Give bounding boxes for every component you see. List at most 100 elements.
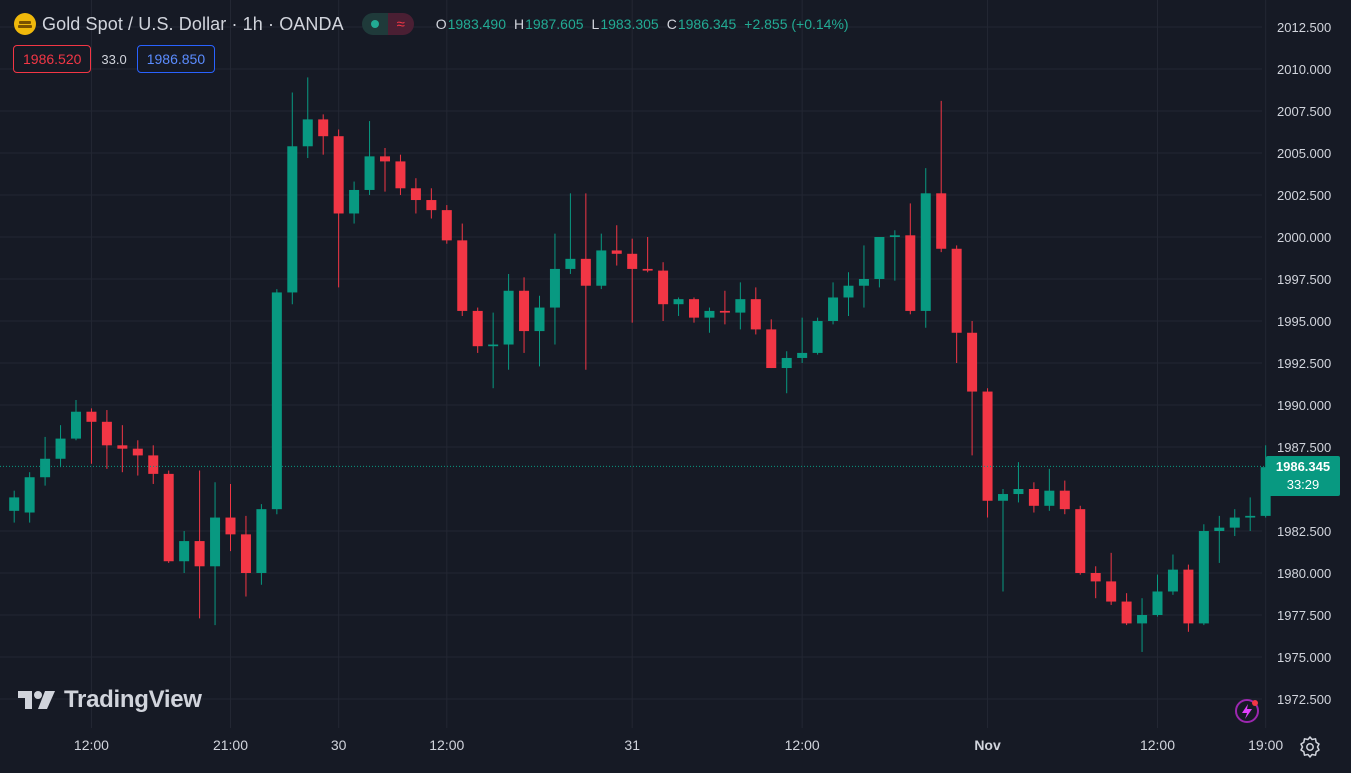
symbol-title[interactable]: Gold Spot / U.S. Dollar · 1h · OANDA <box>42 13 344 34</box>
candle <box>812 317 823 355</box>
candle <box>936 100 947 253</box>
candle <box>1229 509 1240 537</box>
candle <box>689 297 699 323</box>
candle <box>1044 468 1055 511</box>
candle-body <box>519 290 530 332</box>
candle-body <box>24 477 35 513</box>
candle-body <box>410 188 421 201</box>
y-tick-label: 1980.000 <box>1277 566 1331 581</box>
grid <box>0 0 1267 728</box>
candle-body <box>905 235 916 311</box>
candle <box>1167 554 1178 595</box>
candle <box>410 178 421 214</box>
candle <box>194 470 205 619</box>
candle-body <box>1245 515 1256 518</box>
x-tick-label: 12:00 <box>429 737 464 753</box>
candle <box>658 262 669 321</box>
candle-body <box>828 297 839 321</box>
open-value: 1983.490 <box>447 16 506 32</box>
candle-body <box>812 321 823 353</box>
candle-body <box>781 357 792 369</box>
candle-body <box>689 299 699 318</box>
candle <box>1106 552 1117 605</box>
candle <box>1137 598 1148 652</box>
candle <box>488 312 499 389</box>
candle-body <box>1214 527 1225 531</box>
time-axis[interactable]: 12:00 21:00 30 12:00 31 12:00 Nov 12:00 19:00 <box>74 737 1283 753</box>
candle-body <box>611 250 622 254</box>
y-tick-label: 2010.000 <box>1277 62 1331 77</box>
candle <box>287 92 298 305</box>
candle-body <box>1167 569 1178 592</box>
sell-button[interactable]: 1986.520 <box>13 45 92 73</box>
candle-body <box>395 161 406 189</box>
candle <box>998 489 1008 592</box>
candle <box>565 193 576 274</box>
candle <box>580 193 591 370</box>
buy-button[interactable]: 1986.850 <box>136 45 216 73</box>
candle <box>132 440 143 476</box>
candle <box>364 121 375 195</box>
candle <box>1245 497 1256 531</box>
candle-body <box>364 156 375 190</box>
candle <box>642 237 653 273</box>
candle-body <box>1183 569 1194 624</box>
x-tick-label: 12:00 <box>1140 737 1175 753</box>
candle-body <box>503 290 514 345</box>
gear-icon[interactable] <box>1298 734 1322 758</box>
candle <box>627 238 638 323</box>
candle-body <box>1229 517 1240 528</box>
lightning-icon[interactable] <box>1232 696 1262 726</box>
x-tick-label: 31 <box>624 737 640 753</box>
candle-body <box>240 534 251 573</box>
candle-body <box>225 517 236 535</box>
candle-body <box>117 445 128 449</box>
close-key: C <box>666 16 677 32</box>
tradingview-brand[interactable]: TradingView <box>18 686 202 714</box>
y-tick-label: 1992.500 <box>1277 356 1331 371</box>
candle <box>982 388 993 518</box>
price-axis[interactable]: 2012.500 2010.000 2007.500 2005.000 2002.500… <box>1277 20 1331 707</box>
candle <box>519 277 530 353</box>
symbol-legend: Gold Spot / U.S. Dollar · 1h · OANDA ≈ O… <box>14 10 849 38</box>
candle <box>1152 574 1163 617</box>
candle-body <box>998 494 1008 501</box>
x-tick-label: 12:00 <box>74 737 109 753</box>
candle-body <box>1059 490 1070 510</box>
y-tick-label: 1995.000 <box>1277 314 1331 329</box>
candle <box>797 317 808 363</box>
candle <box>117 425 128 473</box>
candle-body <box>858 279 869 286</box>
candle-body <box>148 455 159 474</box>
candle <box>271 289 282 515</box>
close-value: 1986.345 <box>677 16 737 32</box>
candle <box>349 181 360 224</box>
candle <box>611 225 622 266</box>
live-dot-icon[interactable] <box>361 13 388 35</box>
candle-body <box>1075 509 1086 573</box>
candle-body <box>580 258 591 286</box>
candle-body <box>194 541 205 567</box>
spread-value: 33.0 <box>101 51 127 67</box>
candle <box>549 233 560 345</box>
candle-body <box>704 310 715 318</box>
candle-body <box>71 411 81 439</box>
wave-icon[interactable]: ≈ <box>387 13 414 35</box>
candle-body <box>889 235 900 237</box>
candle <box>781 351 792 394</box>
x-tick-label: 21:00 <box>213 737 248 753</box>
candle-body <box>1260 467 1271 516</box>
candle-body <box>750 299 761 330</box>
candle <box>704 307 715 333</box>
open-key: O <box>435 16 447 32</box>
tradingview-logo-icon <box>18 691 55 709</box>
y-tick-label: 1997.500 <box>1277 272 1331 287</box>
candles <box>9 77 1271 652</box>
candle-body <box>1121 601 1132 624</box>
candle-body <box>426 200 437 211</box>
candle <box>874 237 885 288</box>
candle-body <box>920 193 931 311</box>
candle <box>71 399 81 441</box>
